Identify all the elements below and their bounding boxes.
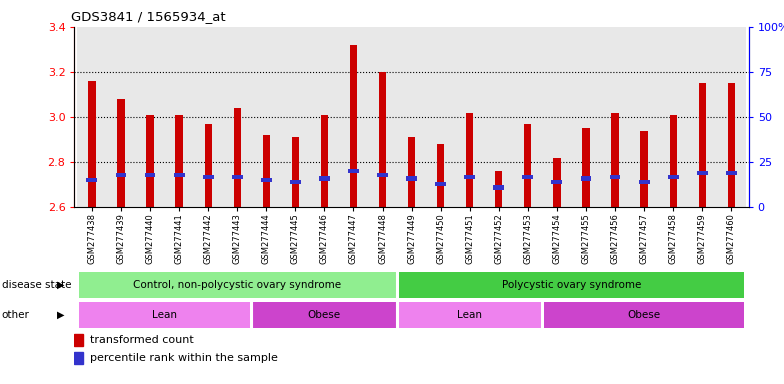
Text: GDS3841 / 1565934_at: GDS3841 / 1565934_at [71, 10, 226, 23]
Text: Lean: Lean [457, 310, 482, 320]
Bar [580, 177, 591, 180]
Bar [726, 171, 737, 175]
Bar [495, 171, 503, 207]
Bar [437, 144, 445, 207]
Bar [728, 83, 735, 207]
Bar [319, 177, 330, 180]
Bar [522, 175, 533, 179]
Bar [223, 27, 252, 207]
Bar [668, 175, 679, 179]
Bar [466, 113, 474, 207]
Bar [321, 115, 328, 207]
Bar [203, 175, 213, 179]
Bar [261, 178, 272, 182]
Bar [115, 173, 126, 177]
Bar [253, 302, 396, 328]
Bar [147, 115, 154, 207]
Bar [398, 302, 541, 328]
Bar [554, 158, 561, 207]
Bar [630, 27, 659, 207]
Bar [464, 175, 475, 179]
Bar [670, 115, 677, 207]
Bar [194, 27, 223, 207]
Bar [717, 27, 746, 207]
Bar [290, 180, 301, 184]
Bar [79, 272, 396, 298]
Bar [601, 27, 630, 207]
Text: ▶: ▶ [57, 280, 65, 290]
Text: ▶: ▶ [57, 310, 65, 320]
Bar [89, 81, 96, 207]
Bar [107, 27, 136, 207]
Bar [699, 83, 706, 207]
Text: Obese: Obese [627, 310, 661, 320]
Bar [136, 27, 165, 207]
Bar [292, 137, 299, 207]
Text: Obese: Obese [308, 310, 341, 320]
Bar [697, 171, 708, 175]
Text: percentile rank within the sample: percentile rank within the sample [89, 353, 278, 363]
Bar [205, 124, 212, 207]
Bar [435, 182, 446, 186]
Bar [232, 175, 243, 179]
Text: Control, non-polycystic ovary syndrome: Control, non-polycystic ovary syndrome [133, 280, 341, 290]
Bar [310, 27, 339, 207]
Text: disease state: disease state [2, 280, 71, 290]
Bar [144, 173, 155, 177]
Bar [281, 27, 310, 207]
Bar [639, 180, 650, 184]
Bar [78, 27, 107, 207]
Bar [74, 334, 83, 346]
Text: Lean: Lean [152, 310, 177, 320]
Bar [493, 185, 504, 190]
Bar [408, 137, 416, 207]
Bar [659, 27, 688, 207]
Bar [252, 27, 281, 207]
Bar [583, 128, 590, 207]
Bar [176, 115, 183, 207]
Bar [118, 99, 125, 207]
Bar [398, 272, 744, 298]
Bar [551, 180, 562, 184]
Bar [543, 27, 572, 207]
Bar [426, 27, 456, 207]
Bar [350, 45, 357, 207]
Bar [339, 27, 368, 207]
Bar [74, 352, 83, 364]
Bar [688, 27, 717, 207]
Bar [485, 27, 514, 207]
Bar [234, 108, 241, 207]
Bar [79, 302, 250, 328]
Bar [165, 27, 194, 207]
Bar [173, 173, 184, 177]
Bar [524, 124, 532, 207]
Text: other: other [2, 310, 30, 320]
Bar [86, 178, 97, 182]
Bar [544, 302, 744, 328]
Bar [456, 27, 485, 207]
Bar [572, 27, 601, 207]
Bar [514, 27, 543, 207]
Text: transformed count: transformed count [89, 335, 194, 345]
Bar [377, 173, 388, 177]
Bar [348, 169, 359, 173]
Text: Polycystic ovary syndrome: Polycystic ovary syndrome [502, 280, 641, 290]
Bar [368, 27, 397, 207]
Bar [263, 135, 270, 207]
Bar [379, 72, 387, 207]
Bar [641, 131, 648, 207]
Bar [612, 113, 619, 207]
Bar [406, 177, 417, 180]
Bar [610, 175, 620, 179]
Bar [397, 27, 426, 207]
